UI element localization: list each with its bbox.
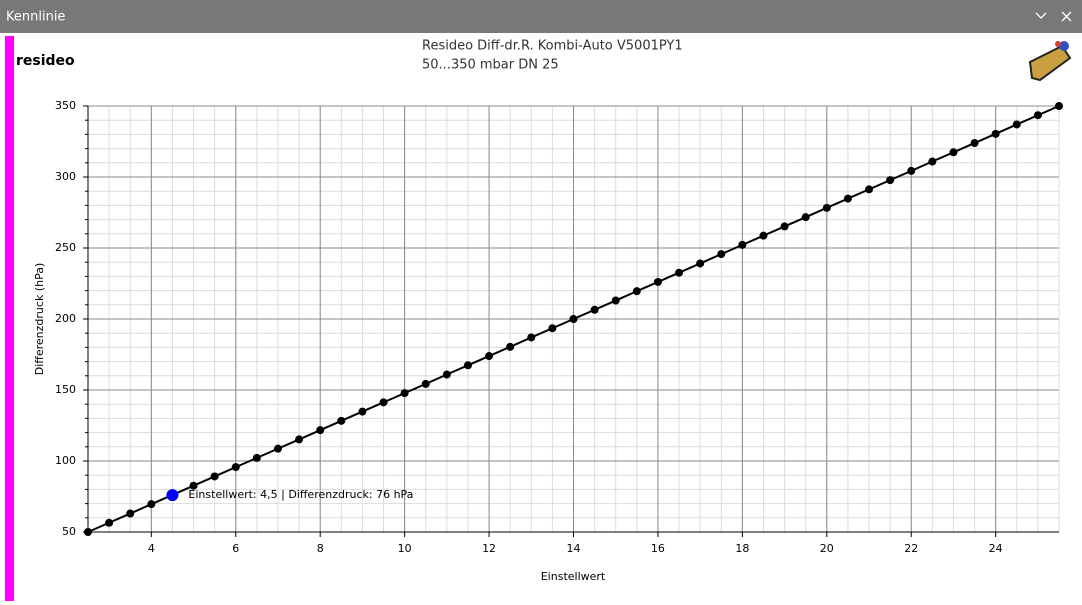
y-tick-label: 150	[55, 383, 76, 396]
data-point	[928, 157, 937, 166]
chart-title: Resideo Diff-dr.R. Kombi-Auto V5001PY1	[422, 39, 683, 54]
y-tick-label: 350	[55, 99, 76, 112]
x-tick-label: 18	[735, 542, 749, 555]
x-tick-label: 16	[651, 542, 665, 555]
data-point	[379, 398, 388, 407]
data-point	[231, 463, 240, 472]
x-tick-label: 12	[482, 542, 496, 555]
x-axis-label: Einstellwert	[541, 570, 606, 583]
logo: resideo	[16, 53, 75, 69]
data-point	[527, 333, 536, 342]
highlight-point	[166, 489, 179, 502]
data-point	[358, 407, 367, 416]
data-point	[337, 416, 346, 425]
data-point	[189, 481, 198, 490]
y-tick-label: 200	[55, 312, 76, 325]
x-tick-label: 20	[820, 542, 834, 555]
close-button[interactable]	[1061, 11, 1072, 22]
data-point	[569, 315, 578, 323]
data-point	[210, 472, 219, 481]
data-point	[801, 213, 810, 222]
data-point	[843, 194, 852, 203]
x-tick-label: 10	[398, 542, 412, 555]
x-tick-label: 6	[232, 542, 239, 555]
x-tick-label: 4	[148, 542, 155, 555]
data-point	[463, 361, 472, 370]
data-point	[759, 231, 768, 240]
data-point	[1033, 111, 1042, 120]
data-point	[653, 277, 662, 286]
data-point	[295, 435, 304, 444]
data-point	[273, 444, 282, 453]
data-point	[675, 268, 684, 277]
data-point	[84, 528, 92, 536]
plot-area: 4 6 8 10 12 14 16 18 20 22 24 50 100 150 200 250 300 350 E…	[55, 99, 1063, 555]
data-point	[696, 259, 705, 268]
data-point	[632, 287, 641, 296]
x-tick-label: 22	[904, 542, 918, 555]
data-point	[442, 370, 451, 379]
x-tick-label: 24	[989, 542, 1003, 555]
y-tick-label: 250	[55, 241, 76, 254]
data-point	[147, 500, 156, 509]
data-point	[865, 185, 874, 194]
data-point	[717, 250, 726, 259]
data-point	[252, 453, 261, 462]
data-point	[1012, 120, 1021, 129]
data-point	[590, 305, 599, 314]
data-point	[949, 148, 958, 157]
x-tick-label: 8	[317, 542, 324, 555]
data-point	[400, 389, 409, 398]
y-tick-label: 50	[62, 525, 76, 538]
data-point	[780, 222, 789, 231]
y-axis-label: Differenzdruck (hPa)	[33, 263, 46, 376]
highlight-label: Einstellwert: 4,5 | Differenzdruck: 76 h…	[188, 488, 413, 501]
valve-icon	[1028, 41, 1072, 82]
data-point	[738, 240, 747, 249]
data-point	[611, 296, 620, 305]
data-point	[548, 324, 557, 333]
side-bar	[5, 36, 14, 601]
data-point	[485, 352, 494, 361]
data-point	[907, 166, 916, 175]
data-point	[506, 342, 515, 351]
chart-subtitle: 50...350 mbar DN 25	[422, 58, 559, 73]
collapse-button[interactable]	[1035, 12, 1047, 19]
data-point	[316, 426, 325, 435]
data-point	[886, 176, 895, 185]
data-point	[1055, 102, 1063, 110]
data-point	[126, 509, 135, 518]
data-point	[822, 203, 831, 212]
data-point	[421, 379, 430, 388]
window-title: Kennlinie	[6, 10, 65, 25]
data-point	[991, 129, 1000, 138]
y-tick-label: 100	[55, 454, 76, 467]
data-point	[105, 518, 114, 527]
x-tick-label: 14	[567, 542, 581, 555]
y-tick-label: 300	[55, 170, 76, 183]
data-point	[970, 139, 979, 148]
title-bar	[0, 0, 1082, 33]
